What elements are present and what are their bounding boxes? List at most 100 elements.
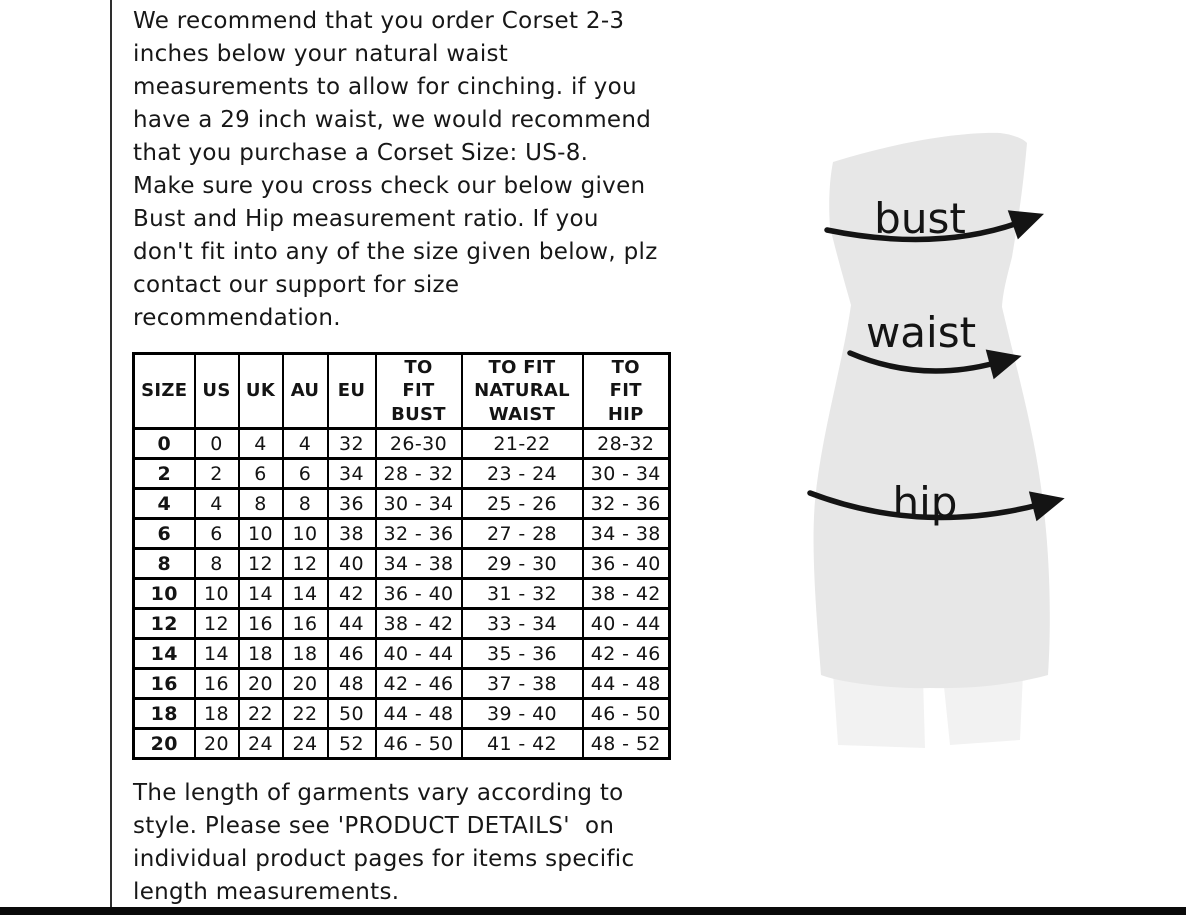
cell-uk: 4 — [237, 427, 284, 460]
cell-size: 12 — [132, 607, 196, 640]
waist-label: waist — [866, 308, 976, 357]
cell-to-fit-natural-waist: 27 - 28 — [460, 517, 584, 550]
cell-us: 6 — [193, 517, 240, 550]
table-row: 6 6 10 10 38 32 - 36 27 - 28 34 - 38 — [132, 517, 671, 550]
footer-text-line: style. Please see 'PRODUCT DETAILS' on — [133, 813, 615, 839]
cell-uk: 6 — [237, 457, 284, 490]
cell-to-fit-bust: 38 - 42 — [374, 607, 463, 640]
cell-to-fit-natural-waist: 29 - 30 — [460, 547, 584, 580]
column-header-uk: UK — [237, 352, 284, 430]
cell-au: 6 — [281, 457, 329, 490]
cell-au: 4 — [281, 427, 329, 460]
cell-to-fit-hip: 38 - 42 — [581, 577, 671, 610]
cell-us: 8 — [193, 547, 240, 580]
measurement-figure-svg: bust waist hip — [807, 132, 1065, 748]
cell-us: 0 — [193, 427, 240, 460]
bust-label: bust — [874, 194, 966, 243]
cell-to-fit-natural-waist: 37 - 38 — [460, 667, 584, 700]
cell-uk: 14 — [237, 577, 284, 610]
waist-arrow — [847, 349, 1022, 380]
cell-us: 18 — [193, 697, 240, 730]
cell-to-fit-bust: 28 - 32 — [374, 457, 463, 490]
cell-size: 0 — [132, 427, 196, 460]
body-silhouette — [813, 132, 1050, 689]
cell-size: 4 — [132, 487, 196, 520]
column-header-us: US — [193, 352, 240, 430]
cell-to-fit-hip: 30 - 34 — [581, 457, 671, 490]
cell-to-fit-hip: 40 - 44 — [581, 607, 671, 640]
table-row: 10 10 14 14 42 36 - 40 31 - 32 38 - 42 — [132, 577, 671, 610]
hip-label: hip — [893, 478, 958, 527]
size-chart-header: SIZE US UK AU EU TO FIT BUST TO FIT NATU… — [132, 352, 671, 430]
cell-uk: 18 — [237, 637, 284, 670]
cell-eu: 52 — [326, 727, 377, 760]
hip-arrow — [807, 490, 1065, 522]
bottom-border-line — [0, 907, 1186, 915]
cell-uk: 20 — [237, 667, 284, 700]
cell-eu: 46 — [326, 637, 377, 670]
cell-to-fit-bust: 34 - 38 — [374, 547, 463, 580]
footer-text-line: length measurements. — [133, 879, 400, 905]
table-row: 18 18 22 22 50 44 - 48 39 - 40 46 - 50 — [132, 697, 671, 730]
cell-eu: 36 — [326, 487, 377, 520]
cell-to-fit-natural-waist: 33 - 34 — [460, 607, 584, 640]
cell-to-fit-bust: 42 - 46 — [374, 667, 463, 700]
cell-eu: 44 — [326, 607, 377, 640]
cell-to-fit-bust: 44 - 48 — [374, 697, 463, 730]
intro-text-line: that you purchase a Corset Size: US-8. — [133, 140, 589, 166]
cell-size: 20 — [132, 727, 196, 760]
cell-au: 10 — [281, 517, 329, 550]
cell-eu: 34 — [326, 457, 377, 490]
cell-to-fit-hip: 32 - 36 — [581, 487, 671, 520]
cell-us: 20 — [193, 727, 240, 760]
intro-text-line: measurements to allow for cinching. if y… — [133, 74, 637, 100]
cell-to-fit-natural-waist: 25 - 26 — [460, 487, 584, 520]
column-header-to-fit-hip: TO FIT HIP — [581, 352, 671, 430]
intro-text-line: recommendation. — [133, 305, 341, 331]
table-row: 20 20 24 24 52 46 - 50 41 - 42 48 - 52 — [132, 727, 671, 760]
intro-text-line: Make sure you cross check our below give… — [133, 173, 646, 199]
cell-to-fit-bust: 46 - 50 — [374, 727, 463, 760]
cell-us: 12 — [193, 607, 240, 640]
header-row: SIZE US UK AU EU TO FIT BUST TO FIT NATU… — [132, 352, 671, 430]
cell-us: 14 — [193, 637, 240, 670]
cell-au: 14 — [281, 577, 329, 610]
cell-to-fit-natural-waist: 21-22 — [460, 427, 584, 460]
intro-text-line: Bust and Hip measurement ratio. If you — [133, 206, 599, 232]
cell-to-fit-bust: 26-30 — [374, 427, 463, 460]
intro-text-line: We recommend that you order Corset 2-3 — [133, 8, 625, 34]
measurement-figure: bust waist hip — [780, 105, 1080, 765]
cell-eu: 32 — [326, 427, 377, 460]
column-header-to-fit-bust: TO FIT BUST — [374, 352, 463, 430]
cell-size: 18 — [132, 697, 196, 730]
cell-to-fit-bust: 40 - 44 — [374, 637, 463, 670]
cell-au: 8 — [281, 487, 329, 520]
footer-text-line: The length of garments vary according to — [133, 780, 624, 806]
cell-to-fit-hip: 42 - 46 — [581, 637, 671, 670]
right-leg-shape — [943, 673, 1023, 745]
cell-to-fit-natural-waist: 41 - 42 — [460, 727, 584, 760]
cell-to-fit-natural-waist: 35 - 36 — [460, 637, 584, 670]
intro-paragraph: We recommend that you order Corset 2-3 i… — [133, 5, 693, 335]
cell-uk: 16 — [237, 607, 284, 640]
cell-au: 22 — [281, 697, 329, 730]
cell-us: 10 — [193, 577, 240, 610]
cell-us: 16 — [193, 667, 240, 700]
cell-eu: 50 — [326, 697, 377, 730]
cell-au: 20 — [281, 667, 329, 700]
cell-au: 24 — [281, 727, 329, 760]
footer-paragraph: The length of garments vary according to… — [133, 777, 693, 909]
column-header-au: AU — [281, 352, 329, 430]
table-row: 4 4 8 8 36 30 - 34 25 - 26 32 - 36 — [132, 487, 671, 520]
table-row: 16 16 20 20 48 42 - 46 37 - 38 44 - 48 — [132, 667, 671, 700]
cell-to-fit-natural-waist: 31 - 32 — [460, 577, 584, 610]
cell-eu: 38 — [326, 517, 377, 550]
cell-eu: 48 — [326, 667, 377, 700]
size-chart-body: 0 0 4 4 32 26-30 21-22 28-32 2 2 6 6 34 … — [132, 427, 671, 760]
table-row: 8 8 12 12 40 34 - 38 29 - 30 36 - 40 — [132, 547, 671, 580]
cell-size: 16 — [132, 667, 196, 700]
cell-size: 8 — [132, 547, 196, 580]
cell-to-fit-natural-waist: 39 - 40 — [460, 697, 584, 730]
cell-uk: 12 — [237, 547, 284, 580]
cell-size: 14 — [132, 637, 196, 670]
